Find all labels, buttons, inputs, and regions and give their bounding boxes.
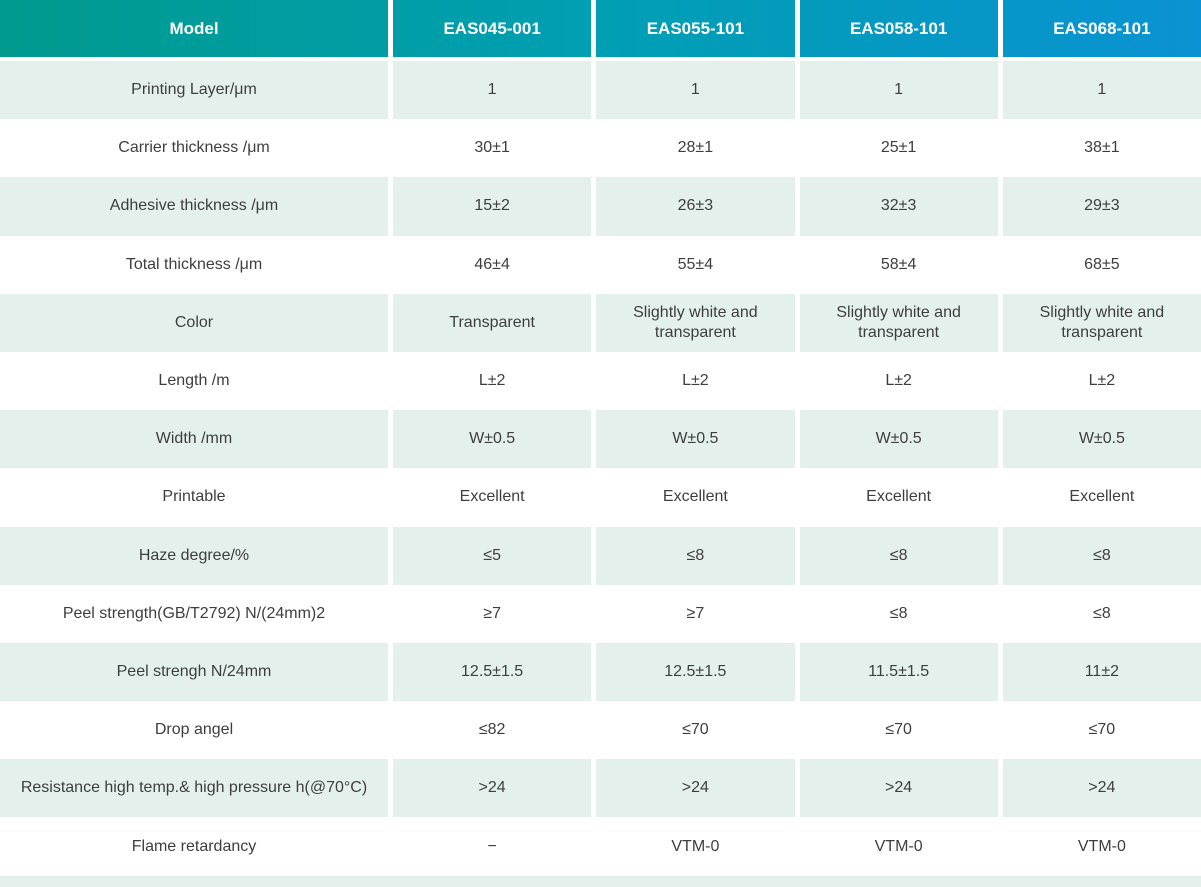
cell-value: W±0.5 [997, 410, 1201, 469]
cell-value: >24 [997, 759, 1201, 818]
table-row: Peel strength(GB/T2792) N/(24mm)2 ≥7 ≥7 ≤8 ≤… [0, 584, 1201, 643]
cell-value: 25±1 [794, 119, 998, 178]
cell-value: L±2 [997, 351, 1201, 411]
cell-value: L±2 [794, 351, 998, 411]
cell-value: 30±1 [388, 119, 591, 178]
cell-value: 32±3 [794, 177, 998, 236]
cell-value: L±2 [388, 351, 591, 411]
cell-value: W±0.5 [591, 410, 795, 469]
cell-value: VTM-0 [997, 817, 1201, 876]
cell-value: VTM-0 [591, 817, 794, 876]
row-label: Length /m [158, 372, 230, 390]
cell-value: >24 [591, 759, 795, 818]
cell-value: 28±1 [591, 119, 794, 178]
cell-value: L±2 [591, 351, 794, 411]
bottom-strip [0, 875, 1201, 887]
header-column-cell: EAS055-101 [591, 0, 794, 57]
cell-value: ≤5 [388, 526, 592, 585]
cell-value: 58±4 [794, 235, 998, 294]
cell-value: ≥7 [591, 584, 794, 643]
table-row: Width /mm W±0.5 W±0.5 W±0.5 W±0.5 [0, 410, 1201, 469]
table-row: Resistance high temp.& high pressure h(@… [0, 759, 1201, 818]
table-row: Carrier thickness /μm 30±1 28±1 25±1 38±1 [0, 119, 1201, 178]
cell-value: Excellent [388, 468, 591, 527]
table-row: Color Transparent Slightly white and trans… [0, 293, 1201, 352]
cell-value: − [388, 817, 591, 876]
row-label: Carrier thickness /μm [118, 139, 270, 157]
cell-value: VTM-0 [794, 817, 998, 876]
cell-value: 1 [388, 61, 592, 120]
table-row: Adhesive thickness /μm 15±2 26±3 32±3 29±3 [0, 177, 1201, 236]
table-row: Drop angel ≤82 ≤70 ≤70 ≤70 [0, 701, 1201, 760]
cell-value: 68±5 [997, 235, 1201, 294]
cell-value: ≤8 [794, 584, 998, 643]
row-label: Haze degree/% [0, 526, 388, 585]
header-column-cell: EAS058-101 [794, 0, 998, 57]
cell-value: 1 [794, 61, 998, 120]
cell-value: ≤70 [794, 701, 998, 760]
cell-value: 1 [997, 61, 1201, 120]
cell-value: 55±4 [591, 235, 794, 294]
table-header-row: Model EAS045-001 EAS055-101 EAS058-101 EAS0… [0, 0, 1201, 57]
header-column-cell: EAS045-001 [388, 0, 591, 57]
cell-value: Slightly white and transparent [794, 293, 998, 352]
cell-value: 11.5±1.5 [794, 642, 998, 702]
cell-value: >24 [388, 759, 592, 818]
cell-value: Slightly white and transparent [591, 293, 795, 352]
cell-value: 29±3 [997, 177, 1201, 236]
header-model-cell: Model [169, 18, 219, 38]
cell-value: 26±3 [591, 177, 795, 236]
row-label: Resistance high temp.& high pressure h(@… [0, 759, 388, 818]
cell-value: W±0.5 [388, 410, 592, 469]
table-row: Length /m L±2 L±2 L±2 L±2 [0, 351, 1201, 411]
cell-value: Slightly white and transparent [997, 293, 1201, 352]
cell-value: ≥7 [388, 584, 591, 643]
row-label: Total thickness /μm [125, 255, 263, 273]
row-label: Adhesive thickness /μm [0, 177, 388, 236]
cell-value: 12.5±1.5 [388, 642, 592, 702]
cell-value: 15±2 [388, 177, 592, 236]
table-row: Total thickness /μm 46±4 55±4 58±4 68±5 [0, 235, 1201, 294]
row-label: Printable [162, 488, 226, 506]
cell-value: ≤70 [591, 701, 794, 760]
header-column-cell: EAS068-101 [997, 0, 1201, 57]
cell-value: Excellent [794, 468, 998, 527]
row-label: Printing Layer/μm [0, 61, 388, 120]
cell-value: Excellent [591, 468, 794, 527]
table-row: Printable Excellent Excellent Excellent Exce… [0, 468, 1201, 527]
cell-value: ≤8 [794, 526, 998, 585]
cell-value: ≤70 [997, 701, 1201, 760]
cell-value: 46±4 [388, 235, 591, 294]
table-body: Printing Layer/μm 1 1 1 1 Carrier thickness /… [0, 61, 1201, 876]
cell-value: >24 [794, 759, 998, 818]
cell-value: ≤8 [997, 584, 1201, 643]
cell-value: 1 [591, 61, 795, 120]
cell-value: 11±2 [997, 642, 1201, 702]
cell-value: Transparent [388, 293, 592, 352]
cell-value: W±0.5 [794, 410, 998, 469]
row-label: Drop angel [154, 721, 234, 739]
cell-value: 38±1 [997, 119, 1201, 178]
cell-value: ≤8 [591, 526, 795, 585]
table-row: Haze degree/% ≤5 ≤8 ≤8 ≤8 [0, 526, 1201, 585]
cell-value: 12.5±1.5 [591, 642, 795, 702]
row-label: Peel strength(GB/T2792) N/(24mm)2 [62, 604, 326, 622]
cell-value: ≤8 [997, 526, 1201, 585]
table-row: Peel strengh N/24mm 12.5±1.5 12.5±1.5 11.5±… [0, 642, 1201, 702]
row-label: Flame retardancy [131, 837, 257, 855]
cell-value: ≤82 [388, 701, 591, 760]
table-row: Printing Layer/μm 1 1 1 1 [0, 61, 1201, 120]
cell-value: Excellent [997, 468, 1201, 527]
row-label: Peel strengh N/24mm [0, 642, 388, 702]
row-label: Color [0, 293, 388, 352]
row-label: Width /mm [0, 410, 388, 469]
table-row: Flame retardancy − VTM-0 VTM-0 VTM-0 [0, 817, 1201, 876]
